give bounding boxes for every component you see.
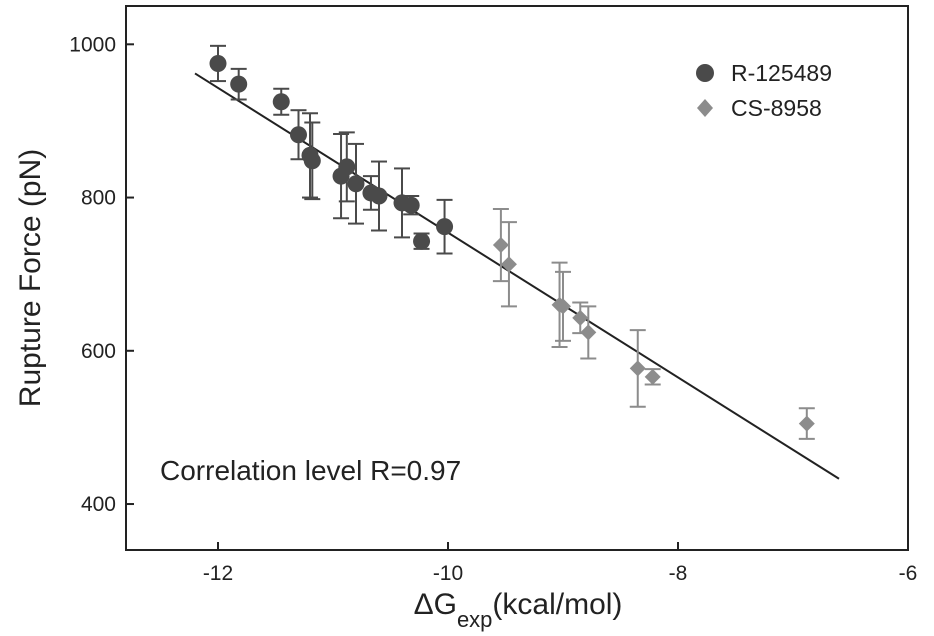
point-marker <box>370 187 388 205</box>
point-marker <box>580 324 597 341</box>
legend-marker-r125489 <box>696 64 714 82</box>
data-point-cs8958 <box>629 329 646 408</box>
legend-marker-cs8958 <box>697 99 713 117</box>
axis-ticks: -12 -10 -8 -6 400 600 800 1000 <box>69 33 917 585</box>
point-marker <box>644 368 661 385</box>
plot-frame <box>125 5 909 551</box>
x-tick-label: -8 <box>669 562 688 585</box>
data-point-r125489 <box>230 67 248 101</box>
point-marker <box>572 309 589 326</box>
y-tick-label: 800 <box>81 187 116 210</box>
data-point-r125489 <box>290 109 307 161</box>
legend: R-125489 CS-8958 <box>696 60 832 121</box>
data-point-r125489 <box>402 195 420 216</box>
point-marker <box>492 237 509 254</box>
data-point-r125489 <box>303 121 321 201</box>
x-tick-label: -6 <box>899 562 918 585</box>
point-marker <box>290 126 307 144</box>
x-tick-label: -12 <box>203 562 233 585</box>
data-point-r125489 <box>370 160 388 232</box>
data-point-r125489 <box>347 142 365 225</box>
data-point-r125489 <box>436 198 454 255</box>
y-tick-label: 600 <box>81 340 116 363</box>
point-marker <box>555 298 571 315</box>
data-point-cs8958 <box>798 407 815 440</box>
point-marker <box>798 415 815 432</box>
x-axis-title-rest: (kcal/mol) <box>492 588 622 621</box>
data-point-cs8958 <box>500 221 517 308</box>
point-marker <box>272 93 290 111</box>
point-marker <box>303 152 321 170</box>
x-axis-title-sub: exp <box>457 607 492 632</box>
x-axis-title: ΔGexp(kcal/mol) <box>414 588 623 632</box>
point-marker <box>209 54 227 72</box>
point-marker <box>230 75 248 93</box>
data-point-cs8958 <box>644 368 661 386</box>
data-point-cs8958 <box>555 270 571 342</box>
y-tick-label: 1000 <box>69 33 116 56</box>
data-points <box>209 44 815 440</box>
x-axis-title-base: ΔG <box>414 588 457 621</box>
data-point-cs8958 <box>580 305 597 360</box>
y-axis-title: Rupture Force (pN) <box>14 149 47 407</box>
correlation-annotation: Correlation level R=0.97 <box>160 455 461 486</box>
point-marker <box>629 360 646 377</box>
data-point-r125489 <box>209 44 227 83</box>
data-point-r125489 <box>338 131 356 203</box>
data-point-cs8958 <box>572 301 589 335</box>
y-tick-label: 400 <box>81 493 116 516</box>
point-marker <box>402 196 420 214</box>
point-marker <box>500 256 517 273</box>
legend-label-r125489: R-125489 <box>731 60 832 86</box>
legend-label-cs8958: CS-8958 <box>731 95 822 121</box>
point-marker <box>338 158 356 176</box>
point-marker <box>347 175 365 193</box>
point-marker <box>436 218 454 236</box>
point-marker <box>413 232 431 250</box>
data-point-cs8958 <box>492 208 509 283</box>
data-point-r125489 <box>413 232 431 250</box>
x-tick-label: -10 <box>433 562 463 585</box>
data-point-r125489 <box>272 87 290 116</box>
